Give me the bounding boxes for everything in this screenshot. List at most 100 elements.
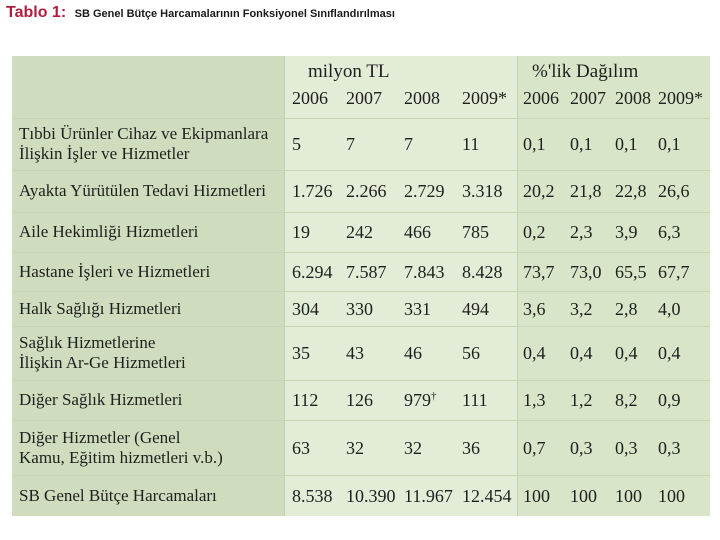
table-cell: 2.729 <box>404 181 445 201</box>
cell-value: 494 <box>462 299 489 319</box>
cell-value: 21,8 <box>570 181 602 201</box>
table-cell: 979† <box>404 390 437 410</box>
cell-value: 36 <box>462 438 480 458</box>
table-cell: 0,1 <box>523 134 546 154</box>
cell-value: 11 <box>462 134 480 154</box>
table-cell: 20,2 <box>523 181 555 201</box>
label-column-bg <box>12 56 284 516</box>
cell-value: 0,4 <box>658 343 681 363</box>
year-header-abs-3: 2009* <box>462 88 507 108</box>
cell-value: 12.454 <box>462 486 512 506</box>
cell-value: 0,1 <box>570 134 593 154</box>
row-divider <box>12 212 710 213</box>
cell-value: 43 <box>346 343 364 363</box>
cell-value: 100 <box>570 486 597 506</box>
row-label: Ayakta Yürütülen Tedavi Hizmetleri <box>19 181 266 200</box>
table-cell: 7 <box>346 134 355 154</box>
table-cell: 36 <box>462 438 480 458</box>
cell-value: 73,0 <box>570 262 602 282</box>
table-cell: 330 <box>346 299 373 319</box>
footnote-mark: † <box>431 390 437 402</box>
cell-value: 67,7 <box>658 262 690 282</box>
year-header-pct-0: 2006 <box>523 88 559 108</box>
table-cell: 73,7 <box>523 262 555 282</box>
cell-value: 0,1 <box>523 134 546 154</box>
table-cell: 100 <box>570 486 597 506</box>
cell-value: 63 <box>292 438 310 458</box>
cell-value: 8,2 <box>615 390 638 410</box>
table-cell: 11 <box>462 134 479 154</box>
row-label: Hastane İşleri ve Hizmetleri <box>19 262 211 281</box>
table-cell: 46 <box>404 343 422 363</box>
table-cell: 4,0 <box>658 299 681 319</box>
table-cell: 304 <box>292 299 319 319</box>
year-header-abs-1: 2007 <box>346 88 382 108</box>
table-cell: 21,8 <box>570 181 602 201</box>
cell-value: 466 <box>404 222 431 242</box>
row-label: Sağlık Hizmetlerine <box>19 333 156 352</box>
cell-value: 46 <box>404 343 422 363</box>
table-cell: 0,1 <box>570 134 593 154</box>
column-divider <box>517 56 518 516</box>
table-cell: 1,2 <box>570 390 593 410</box>
row-label: İlişkin İşler ve Hizmetler <box>19 144 190 163</box>
cell-value: 0,3 <box>658 438 681 458</box>
table-cell: 26,6 <box>658 181 690 201</box>
table-cell: 100 <box>523 486 550 506</box>
table-cell: 5 <box>292 134 301 154</box>
table-cell: 0,4 <box>570 343 593 363</box>
cell-value: 8.538 <box>292 486 333 506</box>
cell-value: 8.428 <box>462 262 503 282</box>
table-cell: 8.428 <box>462 262 503 282</box>
cell-value: 0,9 <box>658 390 681 410</box>
table-cell: 3.318 <box>462 181 503 201</box>
cell-value: 3,9 <box>615 222 638 242</box>
cell-value: 785 <box>462 222 489 242</box>
table-cell: 0,4 <box>615 343 638 363</box>
row-label: İlişkin Ar-Ge Hizmetleri <box>19 353 186 372</box>
caption-label: Tablo 1: <box>6 4 67 21</box>
group-header-absolute: milyon TL <box>308 61 390 82</box>
cell-value: 3,2 <box>570 299 593 319</box>
cell-value: 65,5 <box>615 262 647 282</box>
table-cell: 43 <box>346 343 364 363</box>
cell-value: 0,1 <box>615 134 638 154</box>
year-header-pct-2: 2008 <box>615 88 651 108</box>
table-cell: 2,8 <box>615 299 638 319</box>
row-label: Halk Sağlığı Hizmetleri <box>19 299 182 318</box>
cell-value: 1,3 <box>523 390 546 410</box>
table-cell: 112 <box>292 390 318 410</box>
absolute-values-column-bg <box>284 56 517 516</box>
table-cell: 0,1 <box>615 134 638 154</box>
cell-value: 0,3 <box>615 438 638 458</box>
table-cell: 12.454 <box>462 486 512 506</box>
table-cell: 7 <box>404 134 413 154</box>
cell-value: 0,4 <box>615 343 638 363</box>
cell-value: 7.587 <box>346 262 387 282</box>
percent-column-bg <box>517 56 710 516</box>
table-cell: 2.266 <box>346 181 387 201</box>
row-label: Diğer Hizmetler (Genel <box>19 428 181 447</box>
table-cell: 65,5 <box>615 262 647 282</box>
table-cell: 10.390 <box>346 486 396 506</box>
table-cell: 494 <box>462 299 489 319</box>
cell-value: 3,6 <box>523 299 546 319</box>
table-cell: 0,7 <box>523 438 546 458</box>
cell-value: 6.294 <box>292 262 333 282</box>
table-cell: 0,3 <box>615 438 638 458</box>
table-cell: 35 <box>292 343 310 363</box>
table-cell: 6,3 <box>658 222 681 242</box>
table-cell: 8,2 <box>615 390 638 410</box>
cell-value: 126 <box>346 390 373 410</box>
cell-value: 0,1 <box>658 134 681 154</box>
cell-value: 112 <box>292 390 319 410</box>
row-divider <box>12 420 710 421</box>
caption-title: SB Genel Bütçe Harcamalarının Fonksiyone… <box>74 8 395 20</box>
table-cell: 32 <box>346 438 364 458</box>
cell-value: 100 <box>658 486 685 506</box>
table-cell: 7.587 <box>346 262 387 282</box>
table-cell: 3,2 <box>570 299 593 319</box>
table-cell: 32 <box>404 438 422 458</box>
table-cell: 0,4 <box>658 343 681 363</box>
row-divider <box>12 291 710 292</box>
